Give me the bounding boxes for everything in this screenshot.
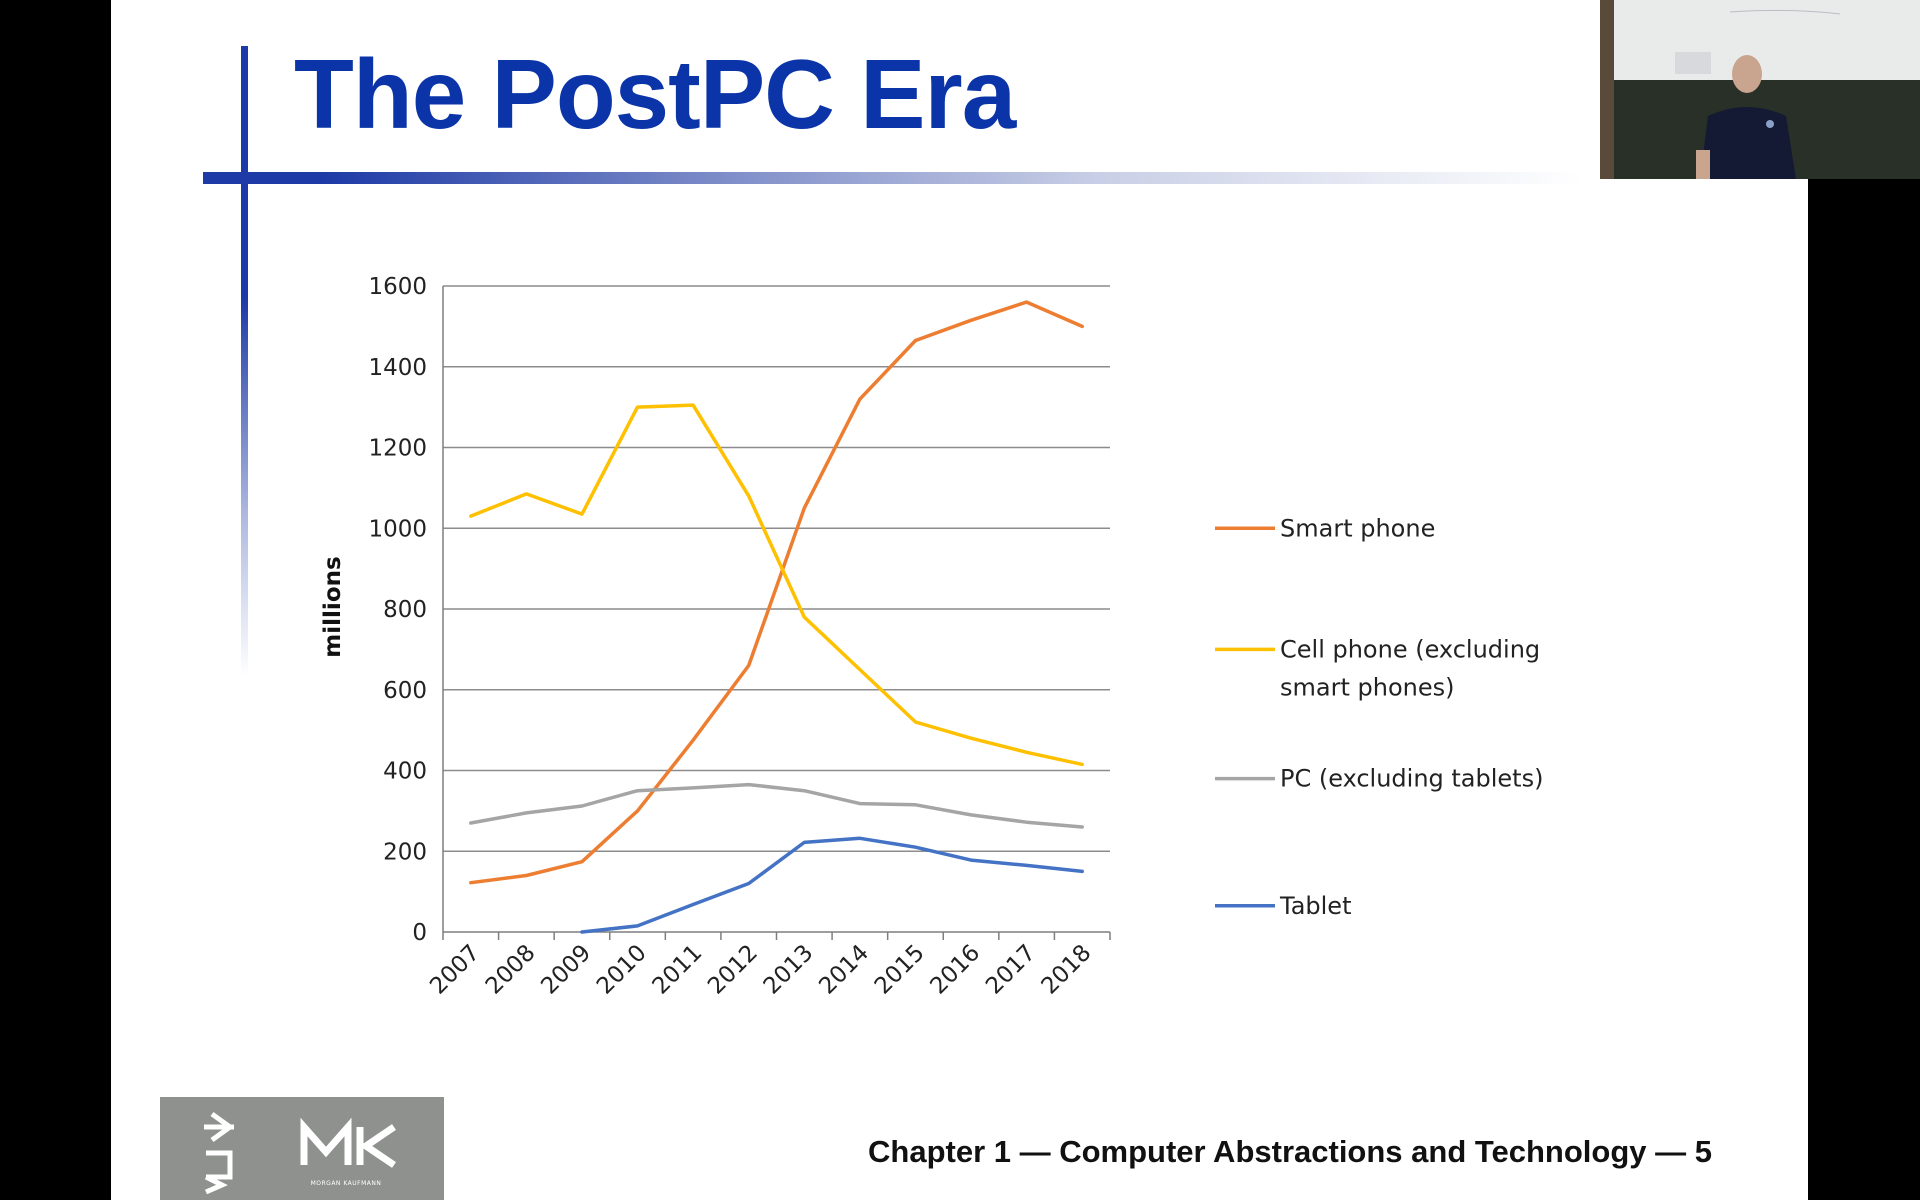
x-tick-label: 2017 bbox=[981, 940, 1041, 1000]
x-tick-label: 2014 bbox=[814, 940, 874, 1000]
y-tick-label: 200 bbox=[383, 839, 427, 865]
y-tick-label: 1400 bbox=[368, 355, 427, 381]
chart-legend: Smart phone Cell phone (excluding smart ph… bbox=[1215, 514, 1543, 920]
mk-logo-rotated-mark bbox=[204, 1111, 235, 1195]
y-axis-label: millions bbox=[320, 556, 346, 657]
presenter-silhouette bbox=[1696, 55, 1796, 179]
y-tick-label: 0 bbox=[412, 920, 427, 946]
title-vertical-accent-bar bbox=[241, 46, 248, 676]
x-tick-label: 2010 bbox=[592, 940, 652, 1000]
legend-label-3: Tablet bbox=[1279, 892, 1351, 920]
mk-logo-mark bbox=[300, 1117, 396, 1168]
slide: The PostPC Era 0 200 400 600 800 1000 1200 1400… bbox=[111, 0, 1808, 1200]
series-line-0 bbox=[469, 300, 1084, 885]
x-tick-label: 2012 bbox=[703, 940, 763, 1000]
logo-publisher-text: MORGAN KAUFMANN bbox=[311, 1180, 382, 1187]
title-underline-bar bbox=[203, 172, 1703, 184]
presenter-webcam-thumbnail bbox=[1600, 0, 1920, 179]
y-tick-label: 1200 bbox=[368, 436, 427, 462]
slide-footer: Chapter 1 — Computer Abstractions and Te… bbox=[868, 1134, 1712, 1169]
chart-series bbox=[469, 300, 1084, 934]
chart-gridlines bbox=[443, 285, 1110, 852]
legend-label-2: PC (excluding tablets) bbox=[1280, 765, 1543, 793]
y-tick-label: 800 bbox=[383, 597, 427, 623]
y-tick-label: 1600 bbox=[368, 274, 427, 300]
series-line-1 bbox=[469, 403, 1084, 767]
legend-label-0: Smart phone bbox=[1280, 514, 1435, 542]
x-tick-label: 2018 bbox=[1037, 940, 1097, 1000]
series-line-2 bbox=[469, 782, 1084, 829]
y-tick-label: 400 bbox=[383, 759, 427, 785]
x-tick-label: 2011 bbox=[648, 940, 708, 1000]
series-line-3 bbox=[580, 836, 1084, 934]
y-tick-label: 1000 bbox=[368, 516, 427, 542]
projection-screen bbox=[1610, 0, 1920, 80]
y-tick-label: 600 bbox=[383, 678, 427, 704]
x-tick-label: 2007 bbox=[425, 940, 485, 1000]
x-tick-label: 2015 bbox=[870, 940, 930, 1000]
morgan-kaufmann-logo: MORGAN KAUFMANN bbox=[160, 1097, 444, 1200]
x-tick-label: 2008 bbox=[481, 940, 541, 1000]
legend-label-1: Cell phone (excluding smart phones) bbox=[1280, 635, 1540, 701]
x-tick-label: 2009 bbox=[536, 940, 596, 1000]
chart-axes bbox=[442, 286, 1111, 940]
x-tick-label: 2013 bbox=[759, 940, 819, 1000]
x-tick-label: 2016 bbox=[926, 940, 986, 1000]
x-tick-labels: 2007200820092010201120122013201420152016… bbox=[425, 940, 1096, 1000]
slide-title: The PostPC Era bbox=[294, 39, 1016, 149]
y-tick-labels: 0 200 400 600 800 1000 1200 1400 1600 bbox=[368, 274, 427, 946]
